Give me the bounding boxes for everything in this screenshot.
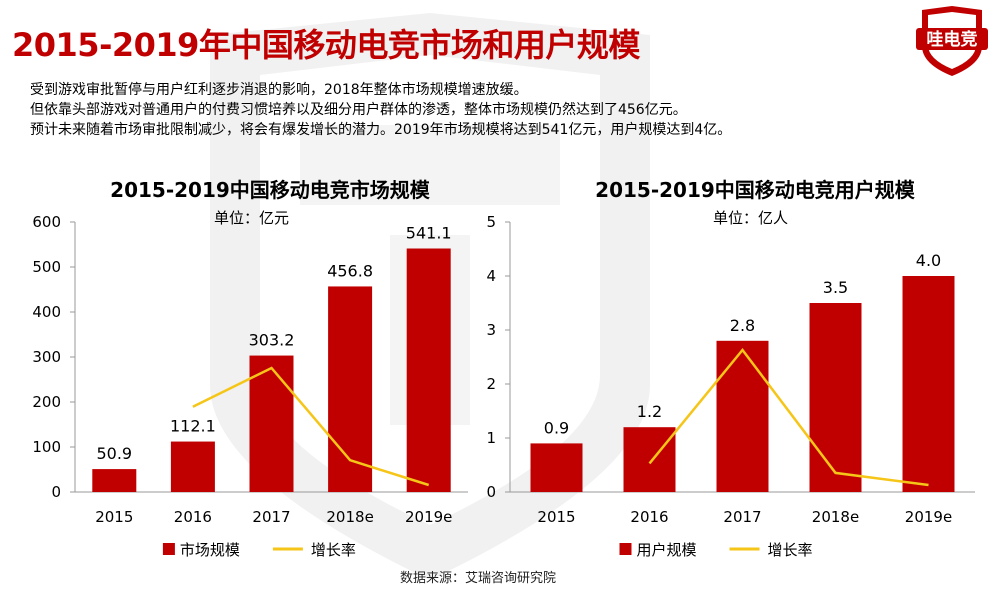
y-tick-label-users: 2 [486,375,496,393]
legend-label-users: 用户规模 [637,541,697,559]
x-tick-label-market: 2019e [405,508,452,526]
growth-line-market [192,366,430,487]
data-label-users: 4.0 [916,251,941,270]
x-tick-label-users: 2017 [723,508,761,526]
description-line: 预计未来随着市场审批限制减少，将会有爆发增长的潜力。2019年市场规模将达到54… [30,122,732,138]
bar-market [92,469,137,492]
brand-logo-text: 哇电竞 [927,29,978,50]
y-tick-label-users: 5 [486,213,496,231]
data-label-market: 50.9 [96,444,132,463]
y-tick-label-users: 0 [486,483,496,501]
page-title: 2015-2019年中国移动电竞市场和用户规模 [12,26,640,64]
chart-title-users: 2015-2019中国移动电竞用户规模 [595,178,915,202]
y-tick-label-users: 1 [486,429,496,447]
y-tick-label-market: 200 [32,393,61,411]
bar-market [170,441,215,492]
x-tick-label-users: 2016 [630,508,668,526]
bar-users [716,340,769,492]
bar-users [623,427,676,492]
data-label-market: 112.1 [170,417,216,436]
brand-logo: 哇电竞 [916,6,988,76]
legend-label-market: 市场规模 [180,541,240,559]
x-tick-label-market: 2015 [95,508,133,526]
bar-users [809,303,862,492]
legend-swatch-market [162,543,175,555]
y-tick-label-market: 0 [51,483,61,501]
data-label-users: 3.5 [823,278,848,297]
x-tick-label-users: 2015 [537,508,575,526]
data-source: 数据来源：艾瑞咨询研究院 [400,571,557,586]
chart-unit-users: 单位：亿人 [713,209,789,227]
x-tick-label-market: 2016 [174,508,212,526]
bar-market [249,355,294,492]
y-tick-label-market: 300 [32,348,61,366]
data-label-users: 0.9 [544,418,569,437]
legend-label-market: 增长率 [311,541,356,559]
growth-line-users [648,347,929,487]
x-tick-label-market: 2018e [326,508,373,526]
bar-users [902,276,955,492]
data-label-market: 456.8 [327,261,373,280]
bar-market [328,286,373,492]
data-label-market: 541.1 [406,224,452,243]
data-label-market: 303.2 [249,331,295,350]
x-tick-label-market: 2017 [252,508,290,526]
chart-unit-market: 单位：亿元 [214,209,290,227]
legend-label-users: 增长率 [768,541,813,559]
y-tick-label-market: 100 [32,438,61,456]
description-line: 但依靠头部游戏对普通用户的付费习惯培养以及细分用户群体的渗透，整体市场规模仍然达… [30,102,687,118]
data-label-users: 1.2 [637,402,662,421]
description-line: 受到游戏审批暂停与用户红利逐步消退的影响，2018年整体市场规模增速放缓。 [30,82,528,98]
y-tick-label-market: 400 [32,303,61,321]
x-tick-label-users: 2019e [905,508,952,526]
y-tick-label-market: 600 [32,213,61,231]
chart-title-market: 2015-2019中国移动电竞市场规模 [110,178,430,202]
y-tick-label-users: 4 [486,267,496,285]
legend-swatch-users [619,543,632,555]
x-tick-label-users: 2018e [812,508,859,526]
bar-users [530,443,583,492]
y-tick-label-market: 500 [32,258,61,276]
bar-market [406,248,451,492]
data-label-users: 2.8 [730,316,755,335]
description: 受到游戏审批暂停与用户红利逐步消退的影响，2018年整体市场规模增速放缓。 但依… [30,80,731,140]
y-tick-label-users: 3 [486,321,496,339]
